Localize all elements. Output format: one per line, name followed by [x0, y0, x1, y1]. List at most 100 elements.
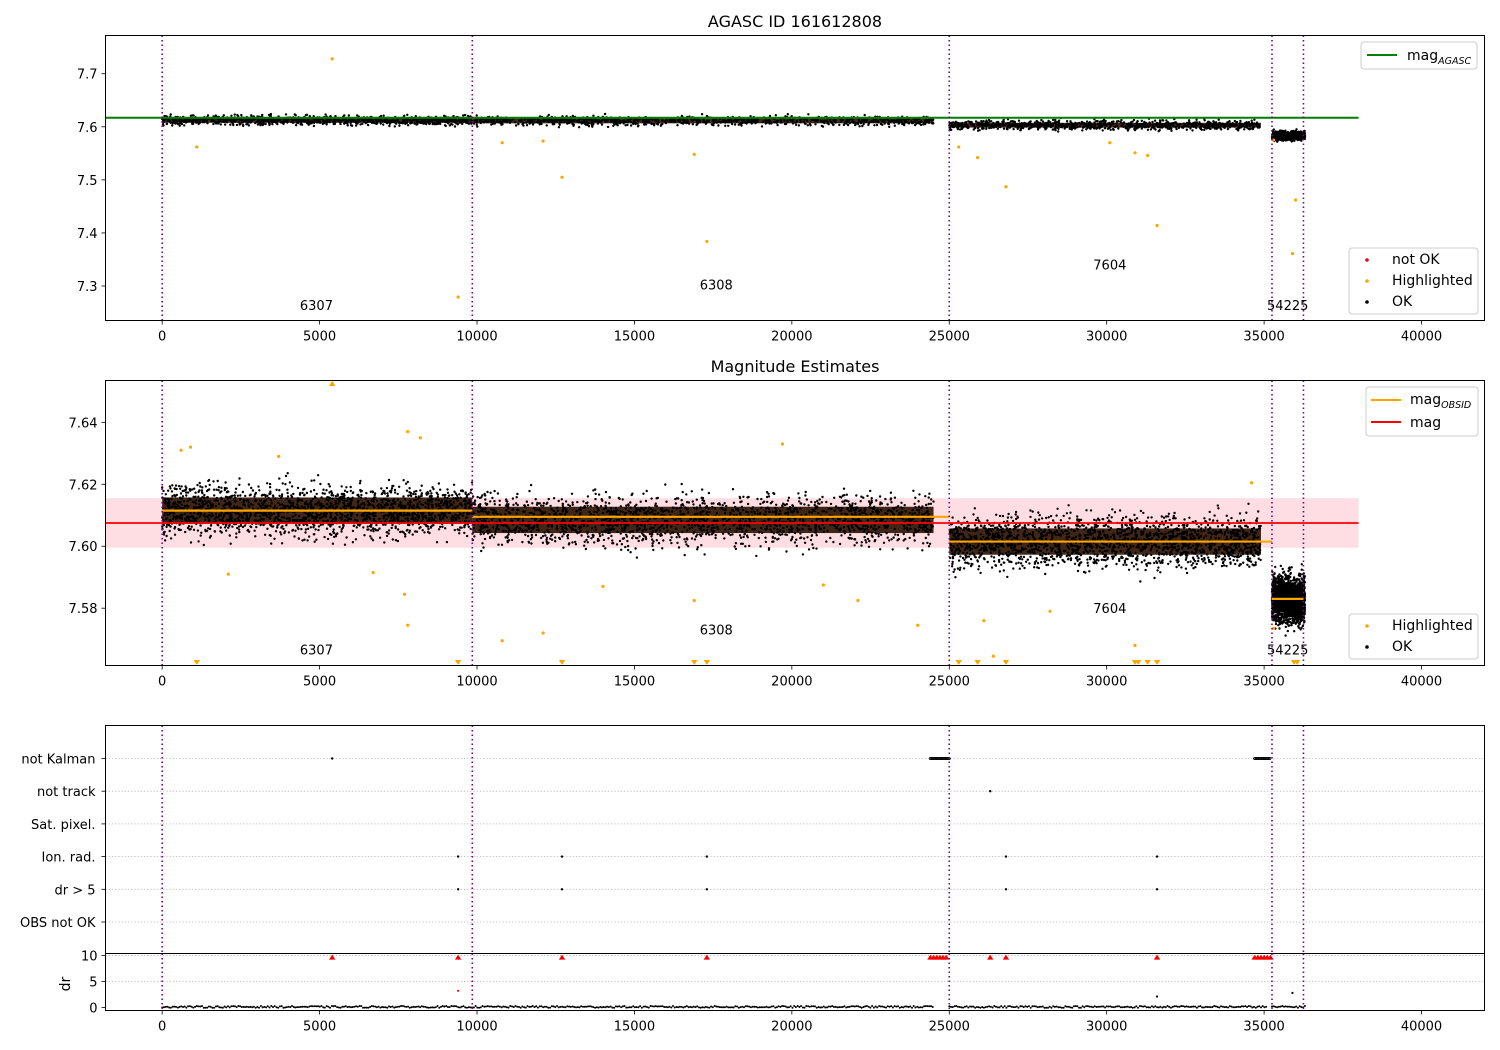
clipped-marker [955, 660, 962, 665]
x-tick-label: 5000 [303, 675, 336, 690]
dr-point [1155, 995, 1159, 998]
x-tick-label: 25000 [929, 1020, 970, 1035]
highlighted-point [991, 654, 995, 658]
legend-label: OK [1392, 639, 1413, 655]
dr-point [1291, 991, 1294, 994]
dr-point [457, 989, 460, 992]
obsid-label: 6307 [300, 299, 333, 314]
x-tick-label: 20000 [771, 330, 812, 345]
ok-points [161, 472, 474, 547]
obsid-label: 6308 [700, 624, 733, 639]
obsid-label: 6308 [700, 279, 733, 294]
y-tick-label: 7.58 [69, 602, 98, 617]
y-tick-label: 7.7 [77, 68, 98, 83]
panel-flags: not Kalman not track Sat. pixel. Ion. rad. d… [20, 725, 1485, 954]
x-tick-label: 10000 [456, 675, 497, 690]
y-axis-label: dr [58, 976, 74, 991]
x-tick-label: 0 [158, 1020, 166, 1035]
clipped-marker [942, 954, 950, 960]
x-tick-label: 20000 [771, 1020, 812, 1035]
x-tick-label: 40000 [1401, 675, 1442, 690]
y-tick-label: 10 [81, 950, 98, 965]
highlighted-point [1293, 198, 1298, 202]
plot-frame [105, 953, 1485, 1011]
x-tick-label: 40000 [1401, 330, 1442, 345]
plot-frame [105, 380, 1485, 666]
clipped-marker [1002, 660, 1010, 665]
highlighted-point [1133, 643, 1137, 647]
x-tick-label: 25000 [929, 330, 970, 345]
flag-point [560, 888, 564, 891]
clipped-marker [987, 954, 994, 960]
clipped-marker [974, 660, 981, 665]
clipped-marker [558, 660, 566, 665]
flag-point [1004, 888, 1008, 891]
obsid-label: 54225 [1267, 299, 1308, 314]
ok-points [948, 116, 1261, 133]
ok-points [1270, 128, 1307, 143]
plot-frame [105, 35, 1485, 321]
x-tick-label: 30000 [1086, 330, 1127, 345]
highlighted-point [780, 442, 785, 446]
highlighted-point [406, 623, 410, 627]
x-tick-label: 25000 [929, 675, 970, 690]
highlighted-point [541, 139, 545, 143]
legend-marker [1365, 645, 1369, 649]
x-tick-label: 15000 [614, 675, 655, 690]
legend-marker [1365, 624, 1369, 628]
y-tick-label: 7.3 [77, 280, 98, 295]
y-tick-label: 7.60 [69, 540, 98, 555]
flag-point [705, 855, 709, 858]
y-tick-label: 7.64 [69, 416, 98, 431]
flag-point [989, 790, 992, 793]
legend-label: Highlighted [1392, 273, 1473, 289]
panel-agasc: AGASC ID 161612808 0 5000 10000 15000 20000 2… [77, 12, 1485, 345]
highlighted-point [1146, 153, 1150, 158]
obsid-label: 54225 [1267, 644, 1308, 659]
y-category-label: dr > 5 [54, 883, 95, 898]
clipped-marker [703, 660, 711, 665]
legend-subscript: OBSID [1441, 400, 1471, 411]
x-tick-label: 5000 [303, 1020, 336, 1035]
flag-point [456, 855, 460, 858]
flag-point [1004, 855, 1008, 858]
chart-title: AGASC ID 161612808 [708, 12, 882, 31]
clipped-marker [454, 954, 462, 960]
legend-label: mag [1407, 48, 1438, 64]
x-tick-label: 15000 [614, 1020, 655, 1035]
highlighted-point [179, 448, 183, 452]
highlighted-point [226, 572, 230, 576]
highlighted-point [456, 295, 460, 299]
x-tick-label: 35000 [1243, 675, 1284, 690]
y-tick-label: 7.62 [69, 478, 98, 493]
legend-mag-lines: magOBSID mag [1365, 386, 1479, 437]
clipped-marker [454, 660, 462, 665]
flag-point [330, 757, 334, 760]
legend-subscript: AGASC [1437, 56, 1471, 67]
highlighted-point [330, 57, 334, 61]
flag-point [1268, 757, 1272, 761]
obsid-label: 7604 [1093, 602, 1126, 617]
legend-label: OK [1392, 294, 1413, 310]
highlighted-point [957, 145, 961, 149]
highlighted-point [277, 454, 281, 458]
highlighted-point [500, 141, 504, 145]
obsid-label: 7604 [1093, 259, 1126, 274]
x-tick-label: 10000 [456, 1020, 497, 1035]
clipped-marker [703, 954, 711, 960]
clipped-marker [328, 381, 336, 386]
panel-magnitude-estimates: Magnitude Estimates 0 5000 10000 15000 20000… [69, 357, 1485, 690]
highlighted-point [188, 445, 193, 449]
y-category-label: not track [37, 785, 96, 800]
y-category-label: Ion. rad. [42, 851, 96, 866]
y-tick-label: 7.4 [77, 227, 98, 242]
highlighted-point [601, 584, 605, 589]
clipped-marker [1153, 660, 1161, 665]
legend-status: Highlighted OK [1348, 613, 1479, 660]
highlighted-point [1108, 141, 1112, 145]
highlighted-point [560, 175, 564, 179]
legend-status: not OK Highlighted OK [1348, 247, 1479, 315]
highlighted-point [1004, 185, 1008, 189]
highlighted-point [976, 155, 980, 160]
